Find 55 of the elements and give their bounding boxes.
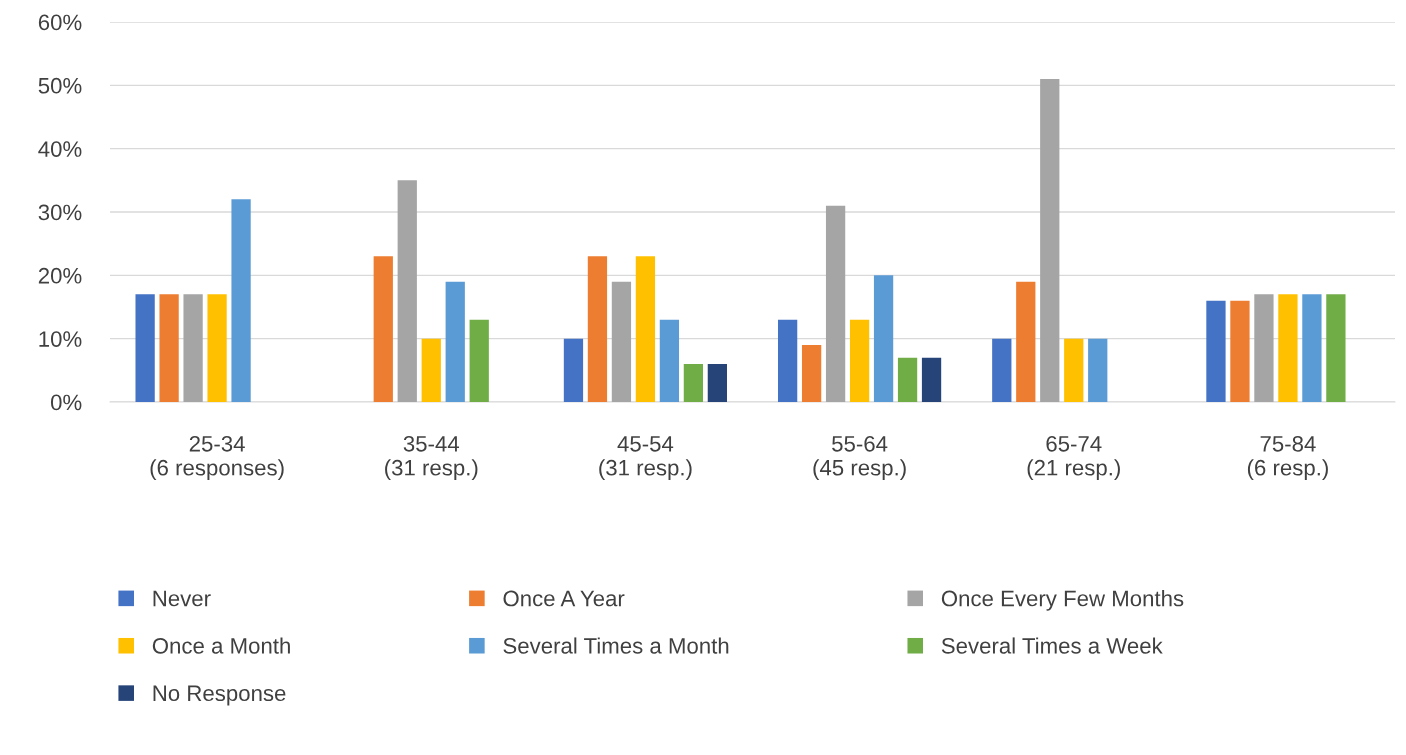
bar (1230, 300, 1250, 402)
bar (897, 357, 918, 402)
legend-label: No Response (153, 685, 286, 706)
bar (659, 319, 680, 402)
bar (801, 345, 822, 402)
y-tick-label: 40% (38, 141, 82, 157)
y-tick-label: 0% (50, 394, 82, 411)
x-tick-label: 75-84 (6 resp.) (1247, 435, 1328, 480)
legend-label: Once Every Few Months (941, 590, 1184, 611)
bar (563, 338, 584, 402)
bar (1206, 300, 1226, 402)
x-tick-label: 35-44 (31 resp.) (385, 435, 478, 480)
bar (1326, 294, 1346, 402)
bar (992, 338, 1012, 402)
bar (397, 180, 417, 402)
bar (1254, 294, 1274, 402)
legend-label: Once A Year (503, 590, 625, 607)
bar (1302, 294, 1322, 402)
x-tick-label: 55-64 (45 resp.) (813, 435, 906, 480)
bar (469, 319, 489, 402)
bar (921, 357, 942, 402)
x-tick-label: 65-74 (21 resp.) (1027, 435, 1120, 480)
bar (231, 199, 251, 402)
legend-label: Never (153, 590, 211, 607)
bar (421, 338, 441, 402)
bar (445, 281, 465, 402)
y-tick-label: 20% (38, 267, 82, 284)
bar (207, 294, 227, 402)
bar (1278, 294, 1298, 402)
bar (183, 294, 203, 402)
bar (1040, 79, 1060, 402)
bar (635, 256, 656, 402)
bar (135, 294, 155, 402)
bar (777, 319, 798, 402)
y-tick-label: 10% (39, 331, 82, 347)
bar (1016, 281, 1036, 402)
y-tick-label: 50% (38, 77, 82, 94)
bar (849, 319, 870, 402)
bar (825, 205, 846, 402)
bar (707, 364, 728, 402)
bar (611, 281, 632, 402)
x-tick-label: 45-54 (31 resp.) (599, 436, 692, 480)
legend-label: Once a Month (152, 637, 290, 654)
bar (1088, 338, 1108, 402)
y-tick-label: 60% (38, 14, 82, 31)
bar (587, 256, 608, 402)
bar (373, 256, 393, 402)
bar (873, 275, 894, 402)
bar (159, 294, 179, 402)
bar (1064, 338, 1084, 402)
y-tick-label: 30% (38, 204, 82, 221)
legend-label: Several Times a Month (503, 637, 729, 654)
x-tick-label: 25-34 (6 responses) (150, 435, 284, 480)
legend-label: Several Times a Week (941, 637, 1163, 654)
bar (683, 364, 704, 402)
